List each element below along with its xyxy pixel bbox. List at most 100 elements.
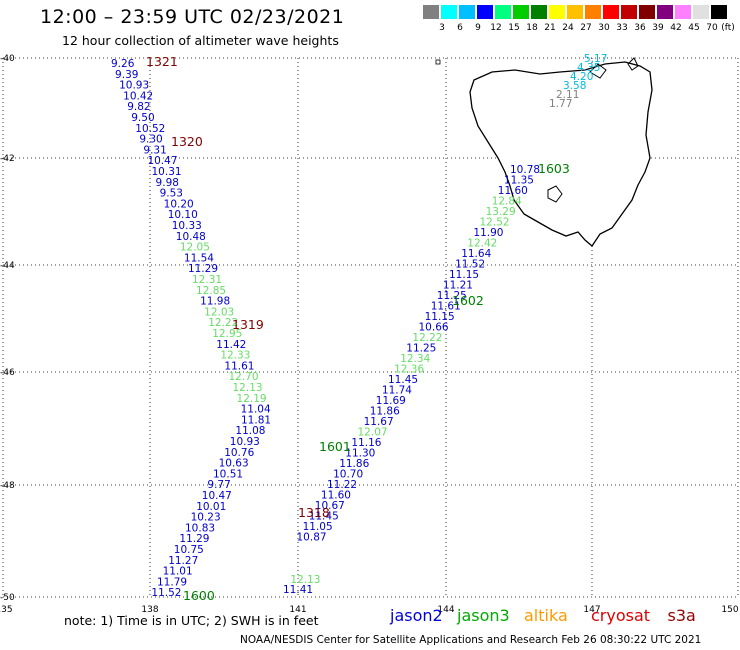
scale-swatch (621, 5, 637, 19)
swh-value-east: 11.21 (443, 280, 473, 292)
swh-value-west: 10.76 (224, 447, 254, 459)
swh-value-west: 9.53 (160, 188, 183, 200)
scale-swatch (531, 5, 547, 19)
swh-value-west: 10.75 (174, 544, 204, 556)
swh-value-east: 11.15 (449, 269, 479, 281)
lon-tick-label: 147 (583, 605, 600, 615)
swh-value-west: 12.85 (196, 285, 226, 297)
scale-label: 42 (670, 23, 682, 33)
swh-value-east: 3.58 (563, 80, 586, 92)
track-west: 9.269.3910.9310.429.829.5010.529.309.311… (111, 58, 271, 599)
swh-value-west: 10.42 (123, 90, 153, 102)
lat-tick-label: -46 (0, 368, 15, 378)
lon-tick-label: 135 (0, 605, 13, 615)
scale-label: 3 (439, 23, 445, 33)
swh-value-east: 5.17 (584, 53, 607, 65)
island-east (627, 57, 639, 71)
swh-value-west: 9.98 (156, 177, 179, 189)
swh-value-east: 2.11 (556, 89, 579, 101)
swh-value-west: 12.03 (204, 306, 234, 318)
legend-item-jason2: jason2 (390, 606, 443, 625)
scale-label: 24 (562, 23, 574, 33)
lon-tick-label: 141 (289, 605, 306, 615)
pass-label: 1603 (538, 161, 570, 176)
pass-labels: 1321 1320 1319 1318 1603 1602 1601 1600 (146, 54, 570, 603)
swh-value-west: 10.20 (164, 198, 194, 210)
lat-tick-label: -50 (0, 593, 15, 603)
legend-item-jason3: jason3 (457, 606, 510, 625)
scale-swatch (603, 5, 619, 19)
swh-value-west: 11.08 (235, 425, 265, 437)
swh-value-east: 12.52 (480, 217, 510, 229)
scale-swatch (657, 5, 673, 19)
swh-value-west: 12.95 (212, 328, 242, 340)
scale-swatch (693, 5, 709, 19)
axis-ticks: -40 -42 -44 -46 -48 -50 135 138 141 144 147 150 (0, 54, 739, 615)
swh-value-west: 10.01 (196, 501, 226, 513)
swh-value-east: 12.13 (290, 574, 320, 586)
swh-value-west: 10.93 (119, 80, 149, 92)
track-east: 5.174.354.203.582.111.7710.7811.3511.601… (283, 53, 607, 596)
swh-value-west: 9.26 (111, 58, 135, 70)
swh-value-west: 12.33 (220, 350, 250, 362)
swh-value-east: 11.25 (406, 343, 436, 355)
swh-value-west: 11.04 (241, 404, 271, 416)
lon-tick-label: 138 (141, 605, 158, 615)
scale-swatch (441, 5, 457, 19)
swh-value-east: 11.86 (370, 406, 400, 418)
swh-value-east: 11.52 (455, 259, 485, 271)
pass-label: 1321 (146, 54, 178, 69)
scale-swatch (711, 5, 727, 19)
swh-value-west: 11.29 (188, 263, 218, 275)
swh-value-west: 12.13 (233, 382, 263, 394)
scale-label: 33 (616, 23, 628, 33)
scale-swatch (549, 5, 565, 19)
swh-value-east: 11.61 (431, 301, 461, 313)
scale-label: 15 (508, 23, 520, 33)
map-title: 12:00 – 23:59 UTC 02/23/2021 (40, 6, 345, 28)
swh-value-west: 10.63 (219, 458, 249, 470)
swh-value-east: 11.45 (388, 374, 418, 386)
scale-label: 18 (526, 23, 538, 33)
swh-value-east: 11.64 (461, 248, 491, 260)
swh-value-west: 9.31 (143, 144, 166, 156)
swh-value-east: 10.78 (510, 164, 540, 176)
scale-label: 9 (475, 23, 481, 33)
island-north (589, 63, 607, 79)
scale-label: 45 (688, 23, 700, 33)
swh-value-east: 4.35 (577, 62, 600, 74)
pass-label: 1602 (452, 293, 484, 308)
swh-value-west: 10.33 (172, 220, 202, 232)
scale-swatch (477, 5, 493, 19)
scale-label: 27 (580, 23, 592, 33)
swh-value-east: 11.86 (339, 458, 369, 470)
swh-value-east: 12.07 (358, 427, 388, 439)
scale-label: 39 (652, 23, 664, 33)
swh-value-east: 11.22 (327, 479, 357, 491)
swh-value-east: 11.35 (504, 175, 534, 187)
swh-value-west: 11.01 (163, 566, 193, 578)
swh-value-west: 11.79 (157, 576, 187, 588)
map-subtitle: 12 hour collection of altimeter wave hei… (62, 33, 339, 48)
swh-value-west: 10.31 (152, 166, 182, 178)
scale-label: 70 (706, 23, 718, 33)
scale-label: 30 (598, 23, 610, 33)
swh-value-west: 9.30 (139, 134, 162, 146)
lat-tick-label: -40 (0, 54, 15, 64)
legend-item-s3a: s3a (667, 606, 696, 625)
scale-swatch (585, 5, 601, 19)
swh-value-east: 12.34 (400, 353, 430, 365)
swh-value-east: 11.25 (437, 290, 467, 302)
lat-tick-label: -44 (0, 261, 15, 271)
scale-swatch (675, 5, 691, 19)
swh-value-west: 10.48 (176, 231, 206, 243)
scale-swatch (423, 5, 439, 19)
swh-value-east: 11.45 (309, 511, 339, 523)
swh-value-west: 11.98 (200, 296, 230, 308)
swh-value-west: 11.42 (216, 339, 246, 351)
swh-value-west: 10.23 (191, 512, 221, 524)
swh-value-east: 11.41 (283, 584, 313, 596)
swh-value-east: 13.29 (486, 206, 516, 218)
swh-value-west: 12.31 (192, 274, 222, 286)
